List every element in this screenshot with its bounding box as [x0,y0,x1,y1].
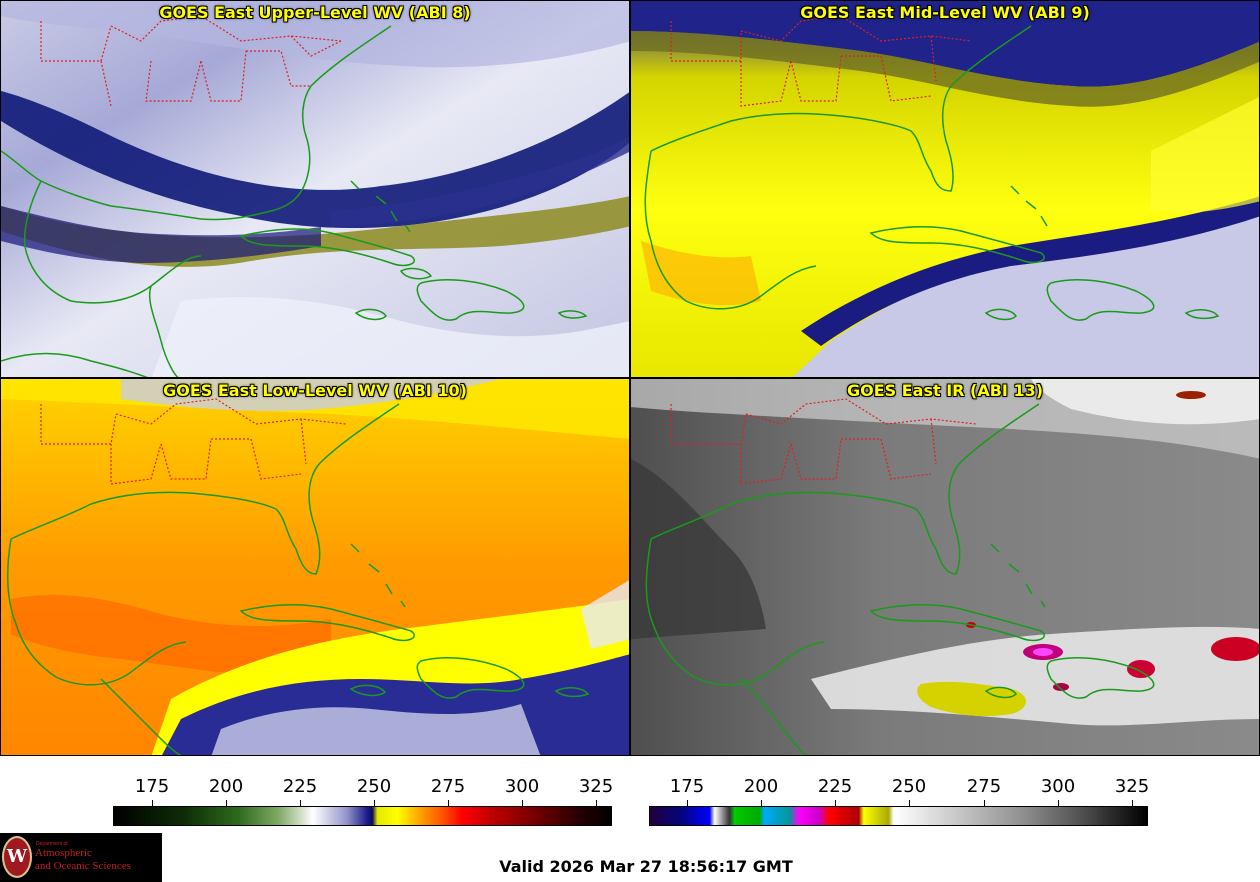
ir-tick-label: 250 [891,776,927,797]
panel-low-level-wv: GOES East Low-Level WV (ABI 10) [0,378,630,756]
wv-tick-mark [226,800,227,806]
panel-title: GOES East Low-Level WV (ABI 10) [163,381,467,400]
ir-tick-label: 225 [817,776,853,797]
low-wv-image [1,379,629,755]
panel-mid-level-wv: GOES East Mid-Level WV (ABI 9) [630,0,1260,378]
ir-tick-mark [909,800,910,806]
wv-tick-label: 275 [430,776,466,797]
ir-image [631,379,1259,755]
ir-tick-label: 275 [966,776,1002,797]
panel-title: GOES East Upper-Level WV (ABI 8) [159,3,471,22]
uw-seal-icon: W [2,836,32,878]
ir-tick-mark [984,800,985,806]
wv-tick-mark [596,800,597,806]
ir-tick-mark [835,800,836,806]
upper-wv-image [1,1,629,377]
logo-line-1: Atmospheric [35,847,92,859]
panel-title: GOES East Mid-Level WV (ABI 9) [800,3,1090,22]
panel-ir: GOES East IR (ABI 13) [630,378,1260,756]
ir-tick-mark [1132,800,1133,806]
ir-tick-label: 300 [1040,776,1076,797]
aos-logo: W Department of Atmospheric and Oceanic … [0,833,162,882]
panel-title: GOES East IR (ABI 13) [846,381,1044,400]
wv-tick-label: 225 [282,776,318,797]
mid-wv-image [631,1,1259,377]
wv-tick-mark [374,800,375,806]
ir-tick-mark [1058,800,1059,806]
logo-department-text: Department of [36,841,68,847]
wv-tick-label: 175 [134,776,170,797]
wv-tick-label: 300 [504,776,540,797]
panel-upper-level-wv: GOES East Upper-Level WV (ABI 8) [0,0,630,378]
wv-tick-mark [522,800,523,806]
wv-tick-label: 325 [578,776,614,797]
wv-tick-mark [300,800,301,806]
wv-tick-label: 200 [208,776,244,797]
wv-tick-mark [448,800,449,806]
ir-tick-label: 175 [669,776,705,797]
valid-time: Valid 2026 Mar 27 18:56:17 GMT [499,857,793,876]
ir-tick-mark [687,800,688,806]
wv-tick-label: 250 [356,776,392,797]
wv-tick-mark [152,800,153,806]
logo-line-2: and Oceanic Sciences [35,860,131,872]
ir-colorbar [649,806,1148,826]
ir-tick-label: 325 [1114,776,1150,797]
ir-tick-mark [761,800,762,806]
ir-tick-label: 200 [743,776,779,797]
wv-colorbar [113,806,612,826]
